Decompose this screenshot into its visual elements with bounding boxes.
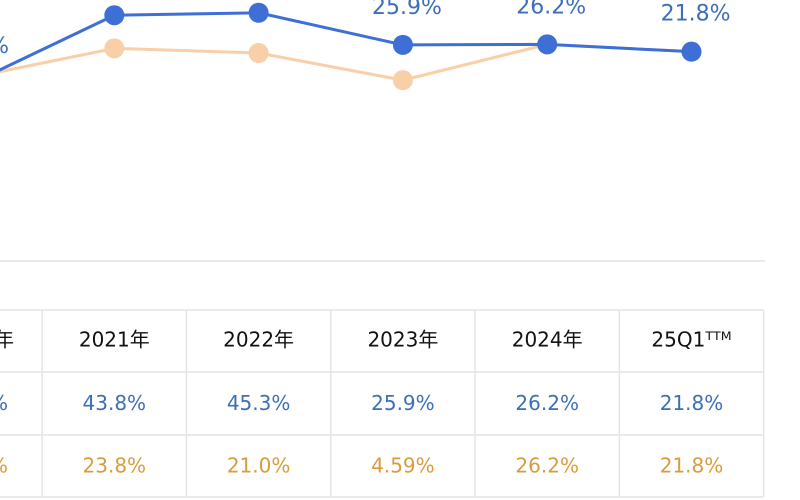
table-header: 年 xyxy=(0,328,14,352)
data-label: 21.8% xyxy=(661,2,731,27)
point xyxy=(104,5,125,26)
table-cell: 21.8% xyxy=(660,391,724,415)
table-cell: % xyxy=(0,391,8,415)
table-cell: 21.0% xyxy=(227,454,291,478)
point xyxy=(104,38,125,59)
point xyxy=(248,2,269,23)
point xyxy=(392,34,413,55)
point xyxy=(681,41,702,62)
table-cell: 43.8% xyxy=(83,391,147,415)
data-label: 26.2% xyxy=(516,0,586,19)
table-header: 2024年 xyxy=(512,328,583,352)
series-line xyxy=(0,42,692,82)
point xyxy=(392,70,413,91)
data-label: 25.9% xyxy=(372,0,442,20)
table-header: 2021年 xyxy=(79,328,150,352)
point xyxy=(537,34,558,55)
point xyxy=(248,42,269,63)
table-header: 25Q1ᵀᵀᴹ xyxy=(651,328,731,352)
table-cell: % xyxy=(0,454,8,478)
table-header: 2022年 xyxy=(223,328,294,352)
table-header: 2023年 xyxy=(367,328,438,352)
table-cell: 26.2% xyxy=(515,454,579,478)
table-cell: 21.8% xyxy=(660,454,724,478)
table-cell: 25.9% xyxy=(371,391,435,415)
data-label: % xyxy=(0,34,9,59)
table-cell: 4.59% xyxy=(371,454,435,478)
table-cell: 45.3% xyxy=(227,391,291,415)
series-line xyxy=(0,11,692,72)
table-cell: 23.8% xyxy=(83,454,147,478)
table-cell: 26.2% xyxy=(515,391,579,415)
